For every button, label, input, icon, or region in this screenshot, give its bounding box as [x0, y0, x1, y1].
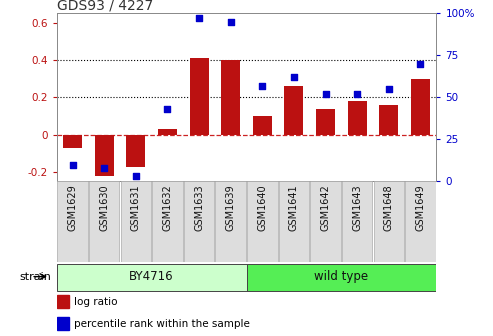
Point: [132, 174, 140, 179]
Text: strain: strain: [20, 271, 52, 282]
Bar: [95, 135, 113, 176]
Text: GSM1629: GSM1629: [68, 185, 77, 232]
Point: [353, 91, 361, 97]
Text: GSM1630: GSM1630: [99, 185, 109, 231]
Text: GSM1640: GSM1640: [257, 185, 267, 231]
Bar: [215, 181, 246, 262]
Text: GSM1633: GSM1633: [194, 185, 204, 231]
Text: log ratio: log ratio: [74, 297, 117, 307]
Point: [385, 86, 393, 92]
Bar: [284, 86, 304, 135]
Point: [227, 19, 235, 25]
Text: GSM1648: GSM1648: [384, 185, 394, 231]
Bar: [152, 181, 182, 262]
Bar: [63, 135, 82, 148]
Bar: [89, 181, 119, 262]
Bar: [121, 181, 151, 262]
Text: GSM1642: GSM1642: [320, 185, 331, 232]
Bar: [342, 181, 372, 262]
Text: GDS93 / 4227: GDS93 / 4227: [57, 0, 153, 12]
Bar: [411, 79, 430, 135]
Bar: [374, 181, 404, 262]
Point: [321, 91, 329, 97]
Bar: [57, 295, 69, 308]
Bar: [247, 181, 278, 262]
Bar: [380, 105, 398, 135]
Bar: [126, 135, 145, 167]
Text: wild type: wild type: [315, 270, 368, 283]
Point: [258, 83, 266, 88]
Bar: [405, 181, 436, 262]
Point: [164, 107, 172, 112]
Bar: [158, 129, 177, 135]
Bar: [221, 60, 240, 135]
Point: [100, 165, 108, 171]
Text: GSM1649: GSM1649: [416, 185, 425, 231]
Text: GSM1632: GSM1632: [162, 185, 173, 232]
Bar: [57, 317, 69, 330]
Point: [417, 61, 424, 67]
Text: GSM1639: GSM1639: [226, 185, 236, 231]
Bar: [189, 58, 209, 135]
Bar: [279, 181, 309, 262]
Text: GSM1631: GSM1631: [131, 185, 141, 231]
Point: [290, 75, 298, 80]
Point: [195, 16, 203, 21]
Bar: [57, 263, 246, 291]
Bar: [253, 116, 272, 135]
Text: percentile rank within the sample: percentile rank within the sample: [74, 319, 249, 329]
Bar: [184, 181, 214, 262]
Bar: [246, 263, 436, 291]
Text: GSM1643: GSM1643: [352, 185, 362, 231]
Bar: [57, 181, 88, 262]
Point: [69, 162, 76, 167]
Bar: [311, 181, 341, 262]
Bar: [316, 109, 335, 135]
Bar: [348, 101, 367, 135]
Text: GSM1641: GSM1641: [289, 185, 299, 231]
Text: BY4716: BY4716: [129, 270, 174, 283]
